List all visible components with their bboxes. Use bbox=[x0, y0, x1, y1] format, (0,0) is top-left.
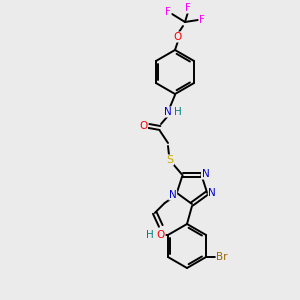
Text: H: H bbox=[146, 230, 154, 240]
Text: O: O bbox=[174, 32, 182, 42]
Text: F: F bbox=[185, 3, 191, 13]
Text: O: O bbox=[139, 121, 147, 131]
Text: F: F bbox=[165, 7, 171, 17]
Text: N: N bbox=[202, 169, 209, 179]
Text: S: S bbox=[167, 155, 174, 165]
Text: N: N bbox=[208, 188, 216, 198]
Text: N: N bbox=[169, 190, 177, 200]
Text: Br: Br bbox=[216, 252, 228, 262]
Text: N: N bbox=[164, 107, 172, 117]
Text: O: O bbox=[157, 230, 165, 240]
Text: F: F bbox=[199, 15, 205, 25]
Text: H: H bbox=[174, 107, 182, 117]
